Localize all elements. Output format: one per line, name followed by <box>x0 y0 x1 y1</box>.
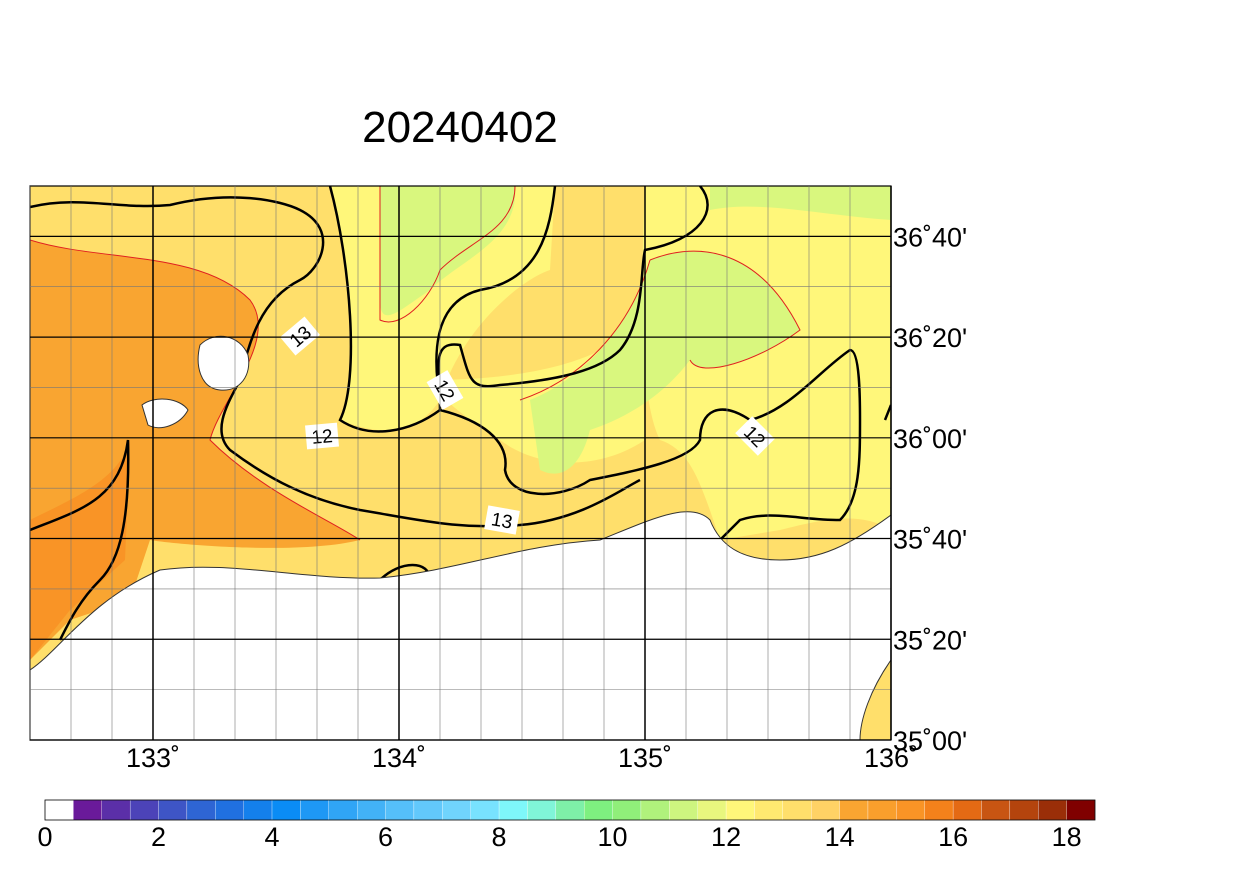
colorbar-box <box>584 799 613 821</box>
y-tick-label: 35˚00' <box>893 726 967 756</box>
colorbar-box <box>612 799 642 821</box>
colorbar-box <box>186 799 216 821</box>
field-cold <box>710 186 891 220</box>
colorbar-box <box>1009 799 1039 821</box>
land <box>30 511 891 740</box>
colorbar-frame <box>44 799 1096 821</box>
y-tick-label: 36˚00' <box>893 424 967 454</box>
island <box>197 335 250 391</box>
field-cold <box>380 186 516 316</box>
colorbar-box <box>1038 799 1067 821</box>
colorbar-box <box>725 799 755 821</box>
field-warm <box>30 440 130 660</box>
colorbar-box <box>754 799 783 821</box>
contour-label-box <box>305 422 339 450</box>
colorbar-box <box>470 799 500 821</box>
colorbar-box <box>385 799 415 821</box>
x-tick-label: 133˚ <box>126 743 180 773</box>
colorbar-box <box>300 799 329 821</box>
contour-label-text: 13 <box>490 509 514 533</box>
colorbar-box <box>271 799 301 821</box>
colorbar-tick-label: 2 <box>151 822 166 852</box>
colorbar-tick-label: 10 <box>598 822 628 852</box>
colorbar-box <box>782 799 812 821</box>
colorbar-box <box>1066 799 1096 821</box>
colorbar-box <box>981 799 1011 821</box>
field-cold <box>530 251 800 474</box>
colorbar-box <box>243 799 273 821</box>
contour-label-box <box>280 316 320 356</box>
colorbar-box <box>669 799 698 821</box>
colorbar-box <box>129 799 159 821</box>
colorbar-tick-label: 18 <box>1052 822 1082 852</box>
colorbar-tick-label: 6 <box>378 822 393 852</box>
colorbar-box <box>44 799 74 821</box>
contour-label-box <box>426 370 464 410</box>
contour-label: 12 <box>305 422 339 450</box>
colorbar-box <box>357 799 386 821</box>
colorbar-box <box>527 799 556 821</box>
colorbar-box <box>924 799 954 821</box>
colorbar-box <box>101 799 131 821</box>
colorbar-tick-label: 12 <box>711 822 741 852</box>
colorbar-box <box>867 799 897 821</box>
colorbar-box <box>328 799 358 821</box>
colorbar-box <box>498 799 528 821</box>
colorbar-box <box>555 799 585 821</box>
y-tick-label: 36˚40' <box>893 222 967 252</box>
y-tick-label: 36˚20' <box>893 323 967 353</box>
colorbar-tick-label: 4 <box>265 822 280 852</box>
colorbar-box <box>896 799 925 821</box>
contour-label: 13 <box>484 505 520 535</box>
colorbar-tick-label: 16 <box>938 822 968 852</box>
x-tick-label: 134˚ <box>372 743 426 773</box>
colorbar-box <box>811 799 840 821</box>
colorbar-box <box>215 799 244 821</box>
x-tick-label: 135˚ <box>618 743 672 773</box>
colorbar-box <box>442 799 471 821</box>
colorbar-box <box>73 799 102 821</box>
colorbar-box <box>158 799 188 821</box>
colorbar-box <box>839 799 869 821</box>
sst-field <box>30 186 891 740</box>
colorbar-box <box>413 799 443 821</box>
contour-label-box <box>735 416 775 456</box>
y-tick-label: 35˚40' <box>893 525 967 555</box>
colorbar-box <box>952 799 982 821</box>
colorbar-box <box>640 799 670 821</box>
title: 20240402 <box>362 103 558 152</box>
contour-label-box <box>484 505 520 535</box>
colorbar-box <box>697 799 727 821</box>
y-tick-label: 35˚20' <box>893 625 967 655</box>
x-tick-label: 136˚ <box>864 743 918 773</box>
colorbar-tick-label: 8 <box>492 822 507 852</box>
colorbar-tick-label: 14 <box>825 822 855 852</box>
colorbar-tick-label: 0 <box>37 822 52 852</box>
